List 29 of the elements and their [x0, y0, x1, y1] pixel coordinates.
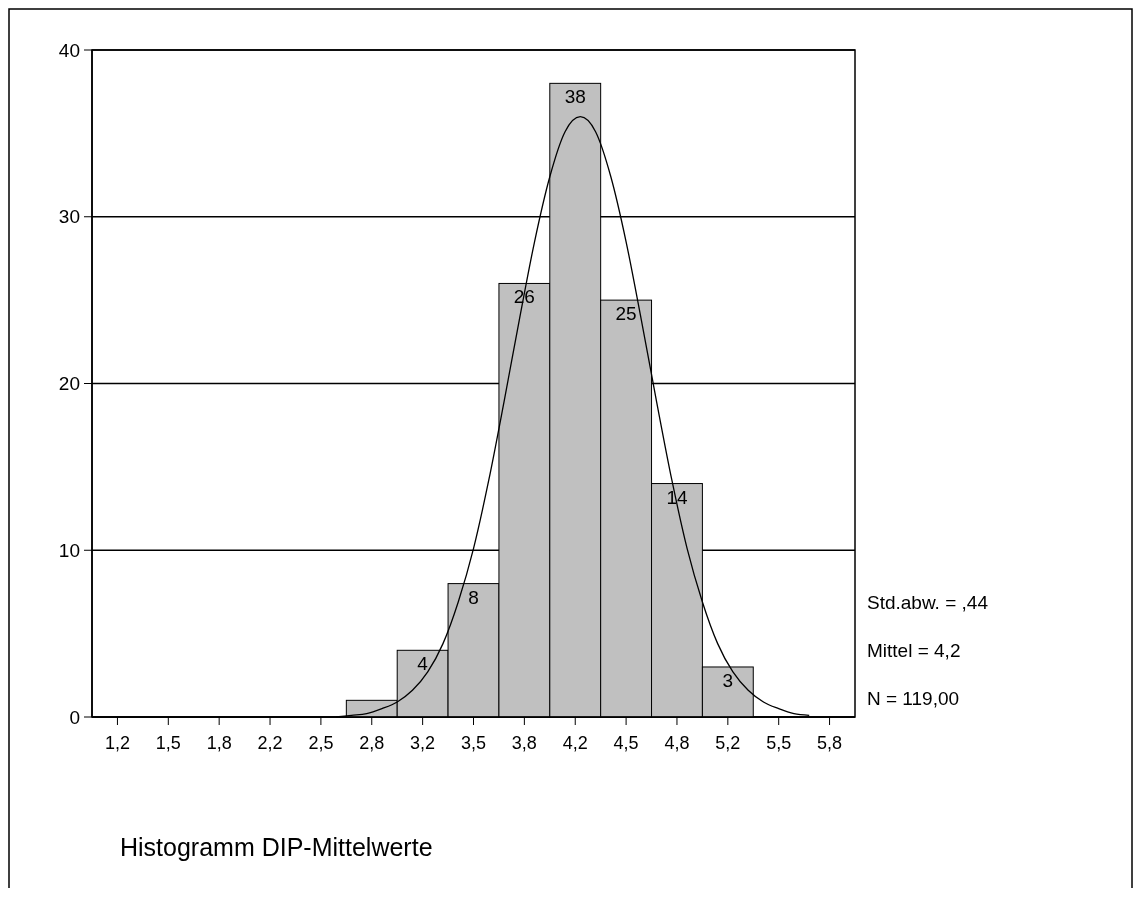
x-tick-label: 4,2 [562, 733, 588, 753]
x-tick-label: 1,5 [155, 733, 181, 753]
x-tick-label: 5,5 [766, 733, 792, 753]
x-tick-label: 2,5 [308, 733, 334, 753]
y-tick-label: 10 [58, 539, 80, 561]
x-tick-label: 4,8 [664, 733, 690, 753]
y-tick-label: 0 [69, 706, 80, 728]
text: Std.abw. = ,44 [867, 592, 989, 613]
y-tick-label: 30 [58, 206, 80, 228]
x-tick-label: 5,2 [715, 733, 741, 753]
x-tick-label: 1,8 [206, 733, 232, 753]
x-tick-label: 5,8 [817, 733, 843, 753]
y-tick-label: 40 [58, 39, 80, 61]
data-label: 25 [615, 303, 637, 325]
x-tick-label: 4,5 [613, 733, 639, 753]
data-label: 8 [468, 586, 479, 608]
text: Mittel = 4,2 [867, 640, 961, 661]
data-label: 4 [417, 653, 429, 675]
x-tick-label: 3,8 [511, 733, 537, 753]
x-tick-label: 3,5 [460, 733, 487, 753]
data-label: 3 [722, 669, 734, 691]
x-tick-label: 2,8 [359, 733, 385, 753]
y-tick-label: 20 [58, 373, 80, 395]
text: N = 119,00 [867, 688, 960, 709]
x-tick-label: 3,2 [410, 733, 436, 753]
x-tick-label: 2,2 [257, 733, 283, 753]
text: Histogramm DIP-Mittelwerte [120, 833, 433, 861]
x-tick-label: 1,2 [104, 733, 130, 753]
data-label: 38 [564, 86, 586, 108]
